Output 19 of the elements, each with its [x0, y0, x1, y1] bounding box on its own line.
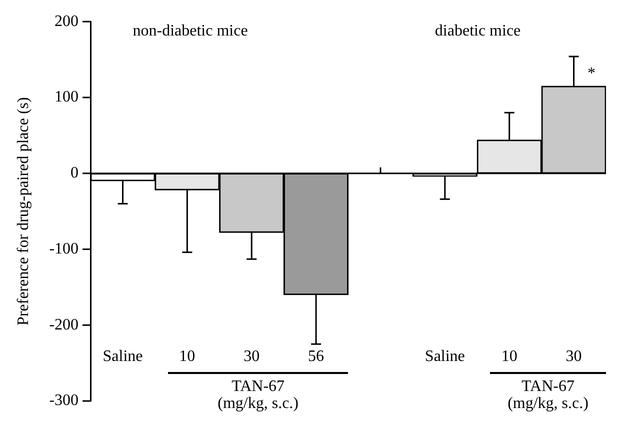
annotation: TAN-67 (mg/kg, s.c.) — [218, 378, 298, 412]
annotation: diabetic mice — [434, 22, 521, 40]
y-tick-label: -200 — [49, 316, 79, 334]
x-tick-label: 30 — [244, 348, 260, 365]
y-tick-label: 0 — [70, 164, 79, 182]
x-tick-label: 10 — [179, 348, 196, 365]
x-tick-label: 56 — [308, 348, 324, 365]
y-tick-label: -100 — [49, 240, 79, 258]
y-tick-label: 100 — [54, 88, 79, 106]
x-tick-label: Saline — [102, 348, 143, 365]
annotation: * — [588, 65, 596, 82]
y-axis-title: Preference for drug-paired place (s) — [14, 97, 32, 326]
annotation: TAN-67 (mg/kg, s.c.) — [508, 378, 588, 412]
x-tick-label: Saline — [424, 348, 465, 365]
y-tick-label: -300 — [49, 392, 79, 410]
annotation: non-diabetic mice — [132, 22, 248, 40]
x-tick-label: 10 — [501, 348, 518, 365]
y-tick-label: 200 — [54, 12, 79, 30]
x-tick-label: 30 — [566, 348, 582, 365]
